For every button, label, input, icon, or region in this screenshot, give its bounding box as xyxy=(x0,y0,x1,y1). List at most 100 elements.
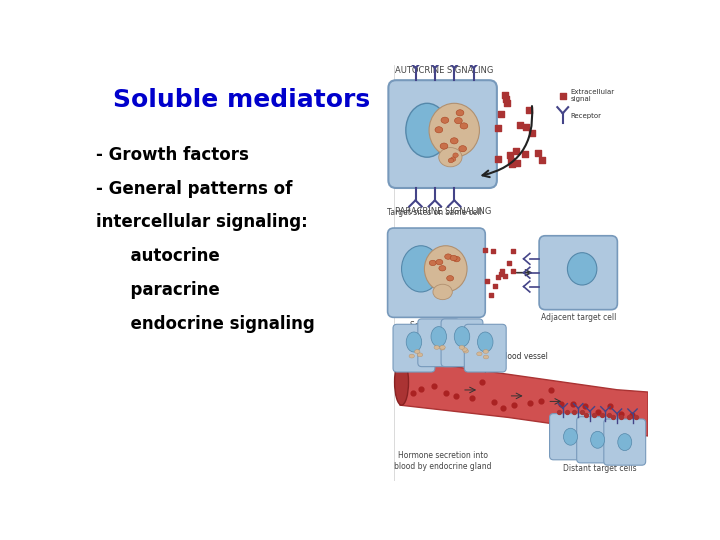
Ellipse shape xyxy=(454,118,462,124)
Text: - Growth factors: - Growth factors xyxy=(96,146,249,164)
Text: Adjacent target cell: Adjacent target cell xyxy=(541,313,616,322)
FancyBboxPatch shape xyxy=(418,319,459,367)
Point xyxy=(482,276,493,285)
Point xyxy=(588,411,600,420)
Ellipse shape xyxy=(440,143,448,149)
Point xyxy=(428,381,440,390)
Point xyxy=(546,386,557,394)
Ellipse shape xyxy=(406,332,422,352)
Text: Secretory cell: Secretory cell xyxy=(410,321,463,330)
Text: Distant target cells: Distant target cells xyxy=(563,464,636,473)
Point xyxy=(615,413,626,422)
Ellipse shape xyxy=(406,103,449,157)
Point xyxy=(489,281,500,290)
Point xyxy=(536,156,547,165)
Ellipse shape xyxy=(453,256,460,262)
Ellipse shape xyxy=(433,284,452,300)
Ellipse shape xyxy=(446,275,454,281)
Ellipse shape xyxy=(435,127,443,133)
FancyBboxPatch shape xyxy=(441,319,483,367)
Point xyxy=(593,408,604,417)
FancyBboxPatch shape xyxy=(539,236,617,309)
Point xyxy=(577,408,588,416)
Ellipse shape xyxy=(462,348,467,352)
Ellipse shape xyxy=(436,259,443,265)
Point xyxy=(553,408,564,416)
Point xyxy=(480,246,491,255)
Point xyxy=(608,413,619,422)
Ellipse shape xyxy=(429,103,480,157)
Text: Receptor: Receptor xyxy=(570,113,601,119)
Point xyxy=(492,155,504,164)
Point xyxy=(508,401,520,409)
Ellipse shape xyxy=(450,138,458,144)
Point xyxy=(603,411,615,420)
Point xyxy=(527,128,539,137)
FancyBboxPatch shape xyxy=(577,417,618,463)
Point xyxy=(510,147,522,156)
FancyBboxPatch shape xyxy=(604,419,646,465)
Point xyxy=(523,106,535,114)
Point xyxy=(626,411,638,420)
Text: AUTOCRINE SIGNALING: AUTOCRINE SIGNALING xyxy=(395,66,494,76)
Point xyxy=(623,413,634,422)
Point xyxy=(489,398,500,407)
Point xyxy=(615,410,626,418)
Text: intercellular signaling:: intercellular signaling: xyxy=(96,213,308,232)
Point xyxy=(415,384,427,393)
Text: Extracellular
signal: Extracellular signal xyxy=(570,89,615,102)
Point xyxy=(501,98,513,107)
Text: ENDOCRINE SIGNALING: ENDOCRINE SIGNALING xyxy=(395,330,495,340)
Point xyxy=(440,389,451,397)
Point xyxy=(499,91,510,99)
Point xyxy=(499,272,510,280)
Point xyxy=(524,398,536,407)
Text: Blood vessel: Blood vessel xyxy=(500,352,548,361)
Text: autocrine: autocrine xyxy=(96,247,220,265)
Text: PARACRINE SIGNALING: PARACRINE SIGNALING xyxy=(395,207,492,216)
Point xyxy=(500,94,512,103)
Ellipse shape xyxy=(477,352,482,356)
Text: endocrine signaling: endocrine signaling xyxy=(96,315,315,333)
Ellipse shape xyxy=(439,346,445,350)
Ellipse shape xyxy=(395,359,408,405)
Ellipse shape xyxy=(431,327,446,347)
FancyBboxPatch shape xyxy=(464,325,506,372)
Ellipse shape xyxy=(618,434,631,450)
Text: Target sites on same cell: Target sites on same cell xyxy=(387,208,482,217)
Ellipse shape xyxy=(463,349,469,353)
Ellipse shape xyxy=(564,428,577,445)
FancyBboxPatch shape xyxy=(549,414,591,460)
Ellipse shape xyxy=(429,260,436,266)
Point xyxy=(569,408,580,416)
Point xyxy=(492,123,504,132)
Point xyxy=(487,246,499,255)
Point xyxy=(451,392,462,401)
Point xyxy=(492,273,504,281)
Point xyxy=(567,400,578,408)
Ellipse shape xyxy=(440,346,445,349)
FancyArrowPatch shape xyxy=(482,106,532,177)
Point xyxy=(408,388,419,397)
Point xyxy=(506,160,518,168)
Point xyxy=(508,247,519,255)
Point xyxy=(631,413,642,422)
Point xyxy=(580,411,592,420)
Point xyxy=(504,151,516,159)
Ellipse shape xyxy=(460,123,468,129)
Point xyxy=(521,123,532,132)
Polygon shape xyxy=(400,359,648,436)
Ellipse shape xyxy=(590,431,605,448)
Text: - General patterns of: - General patterns of xyxy=(96,179,292,198)
Point xyxy=(580,401,591,410)
Ellipse shape xyxy=(450,255,457,261)
Point xyxy=(514,120,526,129)
Ellipse shape xyxy=(445,254,451,259)
Ellipse shape xyxy=(477,332,493,352)
Ellipse shape xyxy=(483,349,488,354)
Ellipse shape xyxy=(451,157,456,161)
Ellipse shape xyxy=(409,354,415,358)
Ellipse shape xyxy=(453,153,458,158)
Ellipse shape xyxy=(441,117,449,123)
Point xyxy=(555,400,567,409)
